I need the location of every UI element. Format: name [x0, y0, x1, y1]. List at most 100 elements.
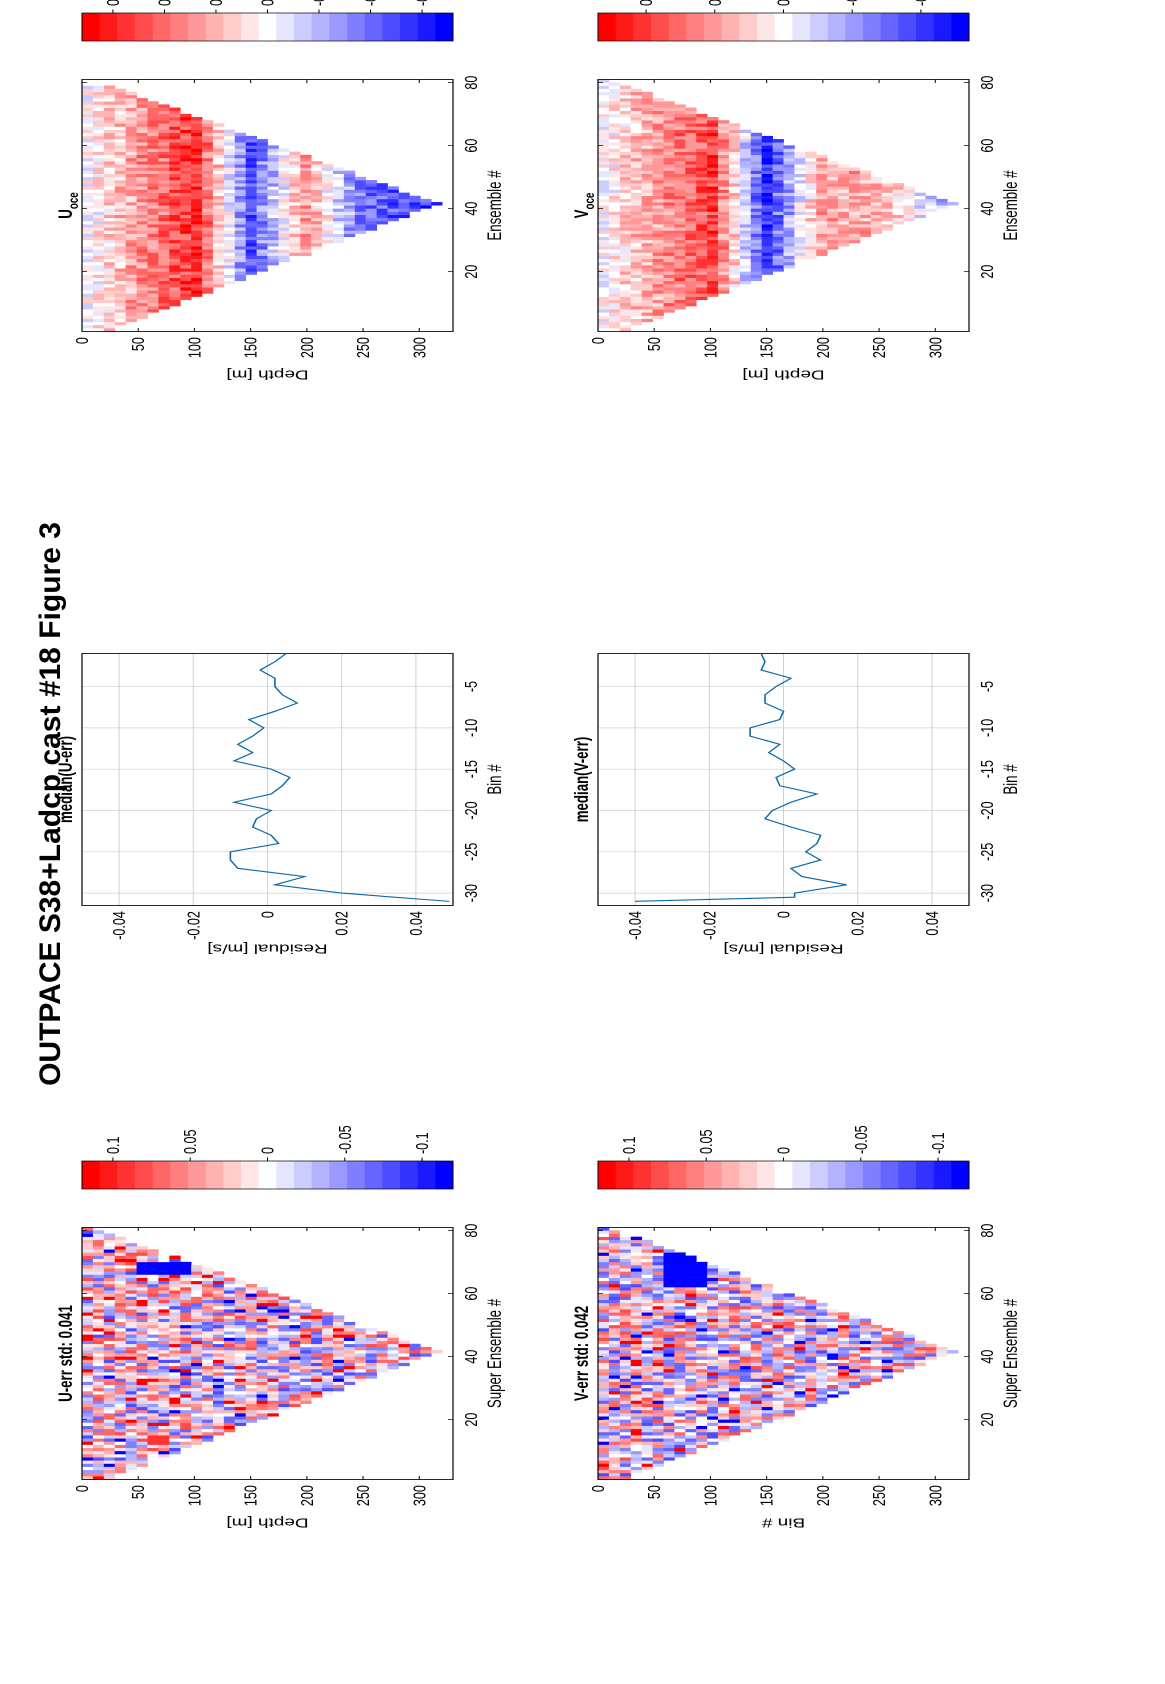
x-axis-label: Super Ensemble # [1001, 1298, 1022, 1408]
heatmap-cell [246, 180, 257, 183]
heatmap-cell [663, 1256, 674, 1259]
y-tick-label: -15 [978, 760, 998, 778]
heatmap-cell [224, 256, 235, 259]
heatmap-cell [762, 1325, 773, 1328]
heatmap-cell [631, 1334, 642, 1337]
heatmap-cell [126, 1249, 137, 1252]
heatmap-cell [751, 240, 762, 243]
heatmap-cell [115, 287, 126, 290]
heatmap-cell [126, 1463, 137, 1466]
heatmap-cell [620, 1463, 631, 1466]
heatmap-cell [82, 149, 93, 152]
heatmap-cell [115, 1356, 126, 1359]
heatmap-cell [729, 1284, 740, 1287]
heatmap-cell [740, 1356, 751, 1359]
heatmap-cell [609, 234, 620, 237]
heatmap-cell [82, 183, 93, 186]
heatmap-cell [126, 1385, 137, 1388]
heatmap-cell [246, 1297, 257, 1300]
heatmap-cell [794, 1360, 805, 1363]
heatmap-cell [289, 164, 300, 167]
heatmap-cell [191, 1410, 202, 1413]
heatmap-cell [344, 224, 355, 227]
heatmap-cell [104, 123, 115, 126]
heatmap-cell [620, 1441, 631, 1444]
heatmap-cell [322, 1315, 333, 1318]
heatmap-cell [377, 1356, 388, 1359]
heatmap-cell [762, 1328, 773, 1331]
heatmap-cell [882, 1372, 893, 1375]
heatmap-cell [268, 180, 279, 183]
heatmap-cell [137, 315, 148, 318]
heatmap-cell [729, 1274, 740, 1277]
heatmap-cell [246, 171, 257, 174]
heatmap-cell [642, 275, 653, 278]
heatmap-cell [707, 287, 718, 290]
heatmap-cell [169, 155, 180, 158]
heatmap-cell [104, 1397, 115, 1400]
heatmap-cell [213, 1382, 224, 1385]
heatmap-cell [82, 130, 93, 133]
heatmap-cell [300, 199, 311, 202]
heatmap-cell [246, 218, 257, 221]
heatmap-cell [202, 1268, 213, 1271]
heatmap-cell [729, 1404, 740, 1407]
heatmap-cell [278, 196, 289, 199]
heatmap-cell [137, 275, 148, 278]
heatmap-cell [751, 1388, 762, 1391]
heatmap-cell [377, 1353, 388, 1356]
heatmap-cell [115, 1372, 126, 1375]
heatmap-cell [158, 152, 169, 155]
heatmap-cell [729, 1319, 740, 1322]
heatmap-cell [871, 1347, 882, 1350]
heatmap-cell [235, 1413, 246, 1416]
heatmap-cell [696, 1413, 707, 1416]
heatmap-cell [773, 1366, 784, 1369]
heatmap-cell [740, 1400, 751, 1403]
heatmap-cell [773, 1369, 784, 1372]
heatmap-cell [653, 1388, 664, 1391]
heatmap-cell [115, 101, 126, 104]
heatmap-cell [289, 208, 300, 211]
heatmap-cell [104, 1429, 115, 1432]
heatmap-cell [333, 224, 344, 227]
heatmap-cell [674, 1372, 685, 1375]
heatmap-cell [137, 300, 148, 303]
heatmap-cell [126, 1297, 137, 1300]
heatmap-cell [169, 262, 180, 265]
heatmap-cell [663, 1441, 674, 1444]
heatmap-cell [147, 149, 158, 152]
heatmap-cell [191, 155, 202, 158]
heatmap-cell [126, 1460, 137, 1463]
heatmap-cell [104, 1309, 115, 1312]
heatmap-cell [169, 1363, 180, 1366]
heatmap-cell [235, 1306, 246, 1309]
heatmap-cell [366, 1350, 377, 1353]
heatmap-cell [224, 281, 235, 284]
heatmap-cell [609, 1397, 620, 1400]
heatmap-cell [115, 1271, 126, 1274]
heatmap-cell [609, 275, 620, 278]
heatmap-cell [191, 1350, 202, 1353]
heatmap-cell [158, 1300, 169, 1303]
heatmap-cell [115, 136, 126, 139]
heatmap-cell [322, 1391, 333, 1394]
y-axis-label: Bin # [1001, 764, 1022, 795]
heatmap-cell [278, 246, 289, 249]
heatmap-cell [751, 1356, 762, 1359]
heatmap-cell [147, 167, 158, 170]
x-axis-label: Ensemble # [485, 170, 506, 241]
heatmap-cell [762, 221, 773, 224]
heatmap-cell [620, 1240, 631, 1243]
heatmap-cell [631, 1350, 642, 1353]
heatmap-cell [137, 1271, 148, 1274]
heatmap-cell [224, 268, 235, 271]
heatmap-cell [235, 1394, 246, 1397]
heatmap-cell [805, 1388, 816, 1391]
heatmap-cell [158, 1435, 169, 1438]
heatmap-cell [104, 149, 115, 152]
heatmap-cell [147, 164, 158, 167]
heatmap-cell [115, 183, 126, 186]
heatmap-cell [805, 215, 816, 218]
heatmap-cell [257, 1347, 268, 1350]
